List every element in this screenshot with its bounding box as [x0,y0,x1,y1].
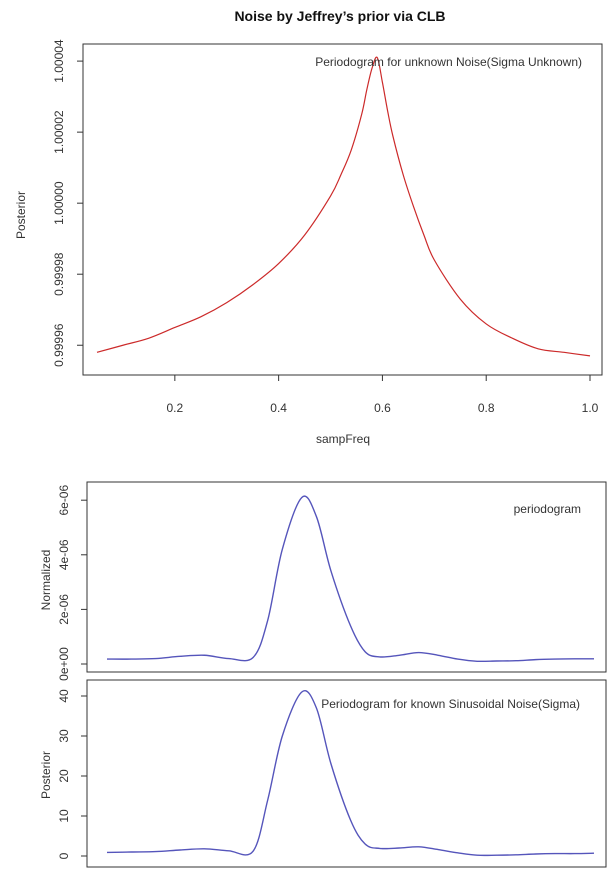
chart-3-y-tick-label: 40 [57,689,71,703]
chart-1-y-tick-label: 1.00002 [52,110,66,154]
panel-2: periodogram Normalized 0e+00 2e-06 4e-06 6e… [39,481,607,681]
chart-3-annotation: Periodogram for known Sinusoidal Noise(S… [321,697,580,711]
chart-2-y-tick-label: 6e-06 [57,485,71,516]
chart-2-y-axis: 0e+00 2e-06 4e-06 6e-06 [57,485,87,681]
chart-1-x-axis: 0.2 0.4 0.6 0.8 1.0 [166,375,599,415]
chart-2-y-axis-label: Normalized [39,550,53,611]
chart-1-title: Noise by Jeffrey’s prior via CLB [234,8,445,24]
chart-2-y-tick-label: 4e-06 [57,539,71,570]
chart-3-y-tick-label: 10 [57,809,71,823]
panel-3: Periodogram for known Sinusoidal Noise(S… [39,679,607,868]
panel-1: Noise by Jeffrey’s prior via CLB Periodo… [14,8,603,446]
chart-1-y-axis-label: Posterior [14,191,28,239]
chart-2-series-line [106,495,595,663]
chart-1-y-tick-label: 0.99996 [52,323,66,367]
chart-3-series-line [106,690,595,857]
chart-2-y-tick-label: 2e-06 [57,594,71,625]
chart-1-y-tick-label: 1.00004 [52,39,66,83]
chart-3-plot-frame [86,679,607,868]
chart-1-x-tick-label: 0.4 [270,401,287,415]
chart-1-y-tick-label: 0.99998 [52,252,66,296]
chart-1-y-axis: 0.99996 0.99998 1.00000 1.00002 1.00004 [52,39,83,367]
chart-2-y-tick-label: 0e+00 [57,647,71,681]
chart-2-plot-frame [86,481,607,673]
chart-1-x-tick-label: 0.8 [478,401,495,415]
chart-3-y-axis: 0 10 20 30 40 [57,689,87,859]
chart-2-annotation: periodogram [514,502,581,516]
chart-3-y-tick-label: 0 [57,852,71,859]
chart-1-annotation: Periodogram for unknown Noise(Sigma Unkn… [315,55,582,69]
chart-1-y-tick-label: 1.00000 [52,181,66,225]
chart-1-x-tick-label: 0.2 [166,401,183,415]
chart-1-plot-frame [82,43,603,376]
chart-3-y-axis-label: Posterior [39,751,53,799]
chart-3-y-tick-label: 30 [57,729,71,743]
chart-1-x-tick-label: 1.0 [582,401,599,415]
chart-1-x-tick-label: 0.6 [374,401,391,415]
chart-1-series-line [96,56,591,357]
chart-3-y-tick-label: 20 [57,769,71,783]
chart-1-x-axis-label: sampFreq [316,432,370,446]
